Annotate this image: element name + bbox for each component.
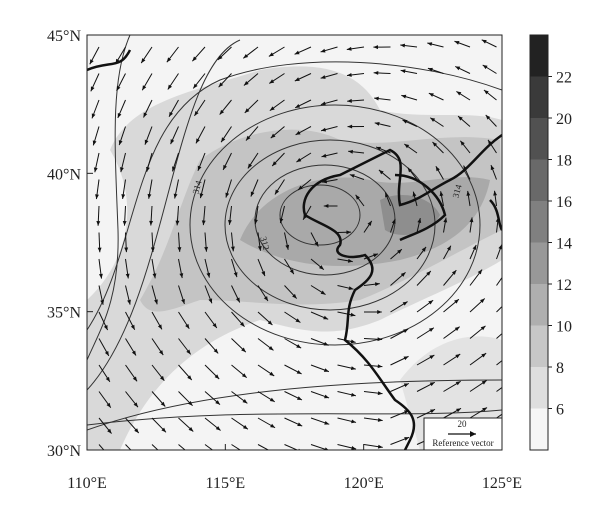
y-tick-label: 45°N xyxy=(47,28,81,45)
colorbar-bin xyxy=(530,243,548,285)
y-tick-label: 35°N xyxy=(47,305,81,322)
wind-arrow-head xyxy=(216,452,221,456)
colorbar-tick-label: 16 xyxy=(556,194,572,211)
wind-arrow-head xyxy=(508,380,513,384)
colorbar-tick-label: 8 xyxy=(556,360,564,377)
colorbar-bin xyxy=(530,77,548,119)
colorbar-bin xyxy=(530,201,548,243)
wind-arrow-head xyxy=(506,298,511,303)
x-tick-label: 110°E xyxy=(67,475,107,492)
colorbar-tick-label: 10 xyxy=(556,319,572,336)
colorbar-bin xyxy=(530,35,548,77)
wind-arrow-head xyxy=(135,454,140,459)
colorbar-tick-label: 18 xyxy=(556,153,572,170)
wind-arrow-head xyxy=(108,455,113,460)
colorbar-tick-label: 14 xyxy=(556,236,572,253)
x-tick-label: 120°E xyxy=(344,475,384,492)
wind-arrow-head xyxy=(243,451,248,455)
wind-arrow-head xyxy=(507,325,512,330)
colorbar-bin xyxy=(530,118,548,160)
wind-arrow-head xyxy=(189,453,194,457)
x-tick-label: 125°E xyxy=(482,475,522,492)
colorbar-bin xyxy=(530,284,548,326)
y-tick-label: 40°N xyxy=(47,166,81,183)
colorbar-tick-label: 12 xyxy=(556,277,572,294)
wind-arrow-head xyxy=(270,450,275,454)
reference-vector-box: 20 Reference vector xyxy=(424,418,502,450)
colorbar-bin xyxy=(530,160,548,202)
colorbar-tick-label: 20 xyxy=(556,111,572,128)
colorbar-tick-label: 6 xyxy=(556,402,564,419)
wind-arrow-head xyxy=(508,434,513,438)
x-tick-label: 115°E xyxy=(206,475,246,492)
colorbar-bin xyxy=(530,409,548,451)
reference-label: Reference vector xyxy=(432,438,493,448)
colorbar: 6 8 10 12 14 16 18 20 22 xyxy=(530,35,572,450)
wind-arrow-head xyxy=(508,407,513,411)
colorbar-tick-label: 22 xyxy=(556,70,572,87)
colorbar-bin xyxy=(530,326,548,368)
wind-arrow-head xyxy=(162,454,167,459)
wind-arrow-head xyxy=(504,269,508,274)
wind-arrow-head xyxy=(507,353,512,357)
y-tick-label: 30°N xyxy=(47,443,81,460)
reference-value: 20 xyxy=(458,419,468,429)
colorbar-bin xyxy=(530,367,548,409)
